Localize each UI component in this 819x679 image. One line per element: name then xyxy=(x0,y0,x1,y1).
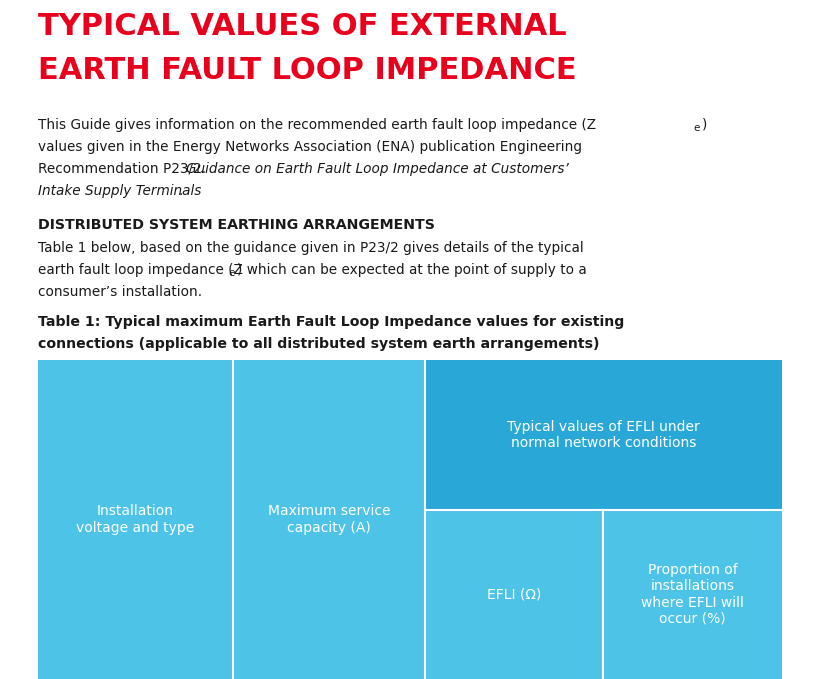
Text: EFLI (Ω): EFLI (Ω) xyxy=(486,587,541,602)
Text: ): ) xyxy=(701,118,707,132)
Text: Intake Supply Terminals: Intake Supply Terminals xyxy=(38,184,201,198)
Text: values given in the Energy Networks Association (ENA) publication Engineering: values given in the Energy Networks Asso… xyxy=(38,140,581,154)
Text: Recommendation P23/2.: Recommendation P23/2. xyxy=(38,162,210,176)
Text: Table 1 below, based on the guidance given in P23/2 gives details of the typical: Table 1 below, based on the guidance giv… xyxy=(38,241,583,255)
Text: .: . xyxy=(178,184,182,198)
Text: DISTRIBUTED SYSTEM EARTHING ARRANGEMENTS: DISTRIBUTED SYSTEM EARTHING ARRANGEMENTS xyxy=(38,218,434,232)
Text: This Guide gives information on the recommended earth fault loop impedance (Z: This Guide gives information on the reco… xyxy=(38,118,595,132)
Text: e: e xyxy=(692,123,699,133)
Text: Typical values of EFLI under
normal network conditions: Typical values of EFLI under normal netw… xyxy=(506,420,699,450)
Text: TYPICAL VALUES OF EXTERNAL: TYPICAL VALUES OF EXTERNAL xyxy=(38,12,566,41)
Bar xyxy=(424,360,781,510)
Text: consumer’s installation.: consumer’s installation. xyxy=(38,285,201,299)
Text: Guidance on Earth Fault Loop Impedance at Customers’: Guidance on Earth Fault Loop Impedance a… xyxy=(186,162,568,176)
Bar xyxy=(38,360,781,679)
Text: connections (applicable to all distributed system earth arrangements): connections (applicable to all distribut… xyxy=(38,337,599,351)
Text: e: e xyxy=(228,268,234,278)
Text: Maximum service
capacity (A): Maximum service capacity (A) xyxy=(268,504,390,534)
Text: EARTH FAULT LOOP IMPEDANCE: EARTH FAULT LOOP IMPEDANCE xyxy=(38,56,576,85)
Text: Table 1: Typical maximum Earth Fault Loop Impedance values for existing: Table 1: Typical maximum Earth Fault Loo… xyxy=(38,315,623,329)
Text: Proportion of
installations
where EFLI will
occur (%): Proportion of installations where EFLI w… xyxy=(640,563,743,626)
Text: earth fault loop impedance (Z: earth fault loop impedance (Z xyxy=(38,263,242,277)
Text: ) which can be expected at the point of supply to a: ) which can be expected at the point of … xyxy=(237,263,586,277)
Text: Installation
voltage and type: Installation voltage and type xyxy=(76,504,194,534)
